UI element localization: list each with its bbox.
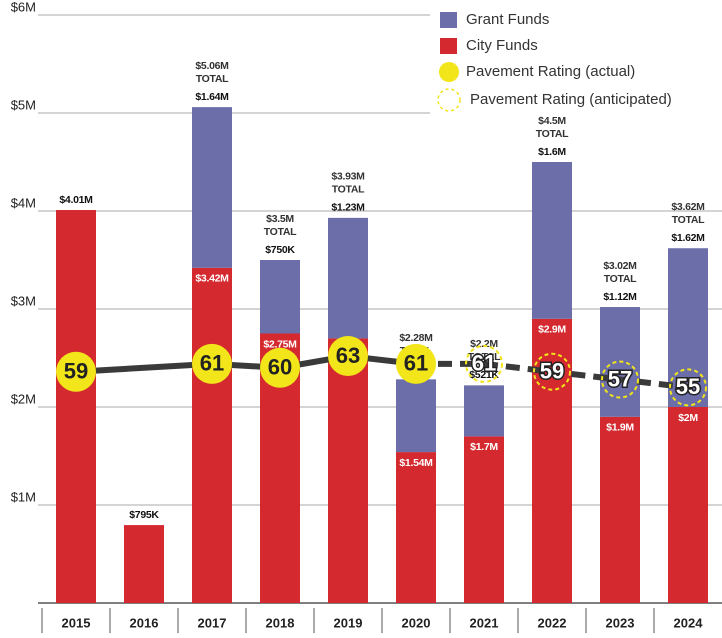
rating-marker-anticipated bbox=[465, 344, 503, 383]
grant-value-label: $1.23M bbox=[331, 202, 365, 214]
city-bar bbox=[124, 525, 164, 603]
legend-swatch bbox=[437, 88, 461, 112]
grant-bar bbox=[192, 107, 232, 268]
y-tick-label: $2M bbox=[11, 391, 36, 406]
total-caption: TOTAL bbox=[536, 128, 569, 140]
x-tick-label: 2024 bbox=[674, 615, 704, 630]
total-caption: TOTAL bbox=[264, 226, 297, 238]
x-tick-label: 2017 bbox=[198, 615, 227, 630]
city-value-label: $2.9M bbox=[538, 324, 566, 336]
total-label: $5.06M bbox=[195, 60, 229, 72]
grant-value-label: $1.64M bbox=[195, 91, 229, 103]
rating-marker-actual bbox=[328, 336, 368, 377]
rating-label: 55 bbox=[676, 374, 700, 399]
city-value-label: $795K bbox=[129, 509, 159, 521]
grant-bar bbox=[396, 379, 436, 453]
total-caption: TOTAL bbox=[672, 214, 705, 226]
city-value-label: $2.75M bbox=[263, 338, 297, 350]
city-value-label: $3.42M bbox=[195, 273, 229, 285]
city-bar bbox=[532, 318, 572, 603]
grant-value-label: $1.6M bbox=[538, 146, 566, 158]
total-label: $2.28M bbox=[399, 332, 433, 344]
city-bar bbox=[600, 416, 640, 603]
rating-label: 59 bbox=[540, 359, 564, 384]
x-tick-label: 2015 bbox=[62, 615, 91, 630]
legend-swatch bbox=[439, 62, 459, 82]
x-tick-label: 2016 bbox=[130, 615, 159, 630]
rating-label: 57 bbox=[608, 366, 632, 391]
y-tick-label: $3M bbox=[11, 293, 36, 308]
total-label: $3.93M bbox=[331, 171, 365, 183]
grant-value-label: $521K bbox=[469, 369, 499, 381]
city-bar bbox=[328, 338, 368, 603]
grant-bar bbox=[464, 385, 504, 437]
grant-bar bbox=[532, 162, 572, 319]
legend-label: Pavement Rating (actual) bbox=[466, 63, 635, 80]
rating-label: 61 bbox=[472, 351, 496, 376]
total-caption: TOTAL bbox=[196, 73, 229, 85]
x-tick-label: 2018 bbox=[266, 615, 295, 630]
rating-marker-actual bbox=[192, 343, 232, 384]
total-label: $3.62M bbox=[671, 201, 705, 213]
rating-marker-anticipated bbox=[601, 360, 639, 399]
total-caption: TOTAL bbox=[332, 184, 365, 196]
city-value-label: $2M bbox=[678, 412, 698, 424]
rating-label: 61 bbox=[404, 351, 428, 376]
rating-marker-anticipated bbox=[533, 352, 571, 391]
legend-swatch bbox=[440, 38, 457, 54]
city-bar bbox=[396, 452, 436, 603]
grant-bar bbox=[328, 217, 368, 339]
grant-value-label: $1.62M bbox=[671, 232, 705, 244]
x-tick-label: 2021 bbox=[470, 615, 499, 630]
grant-value-label: $750K bbox=[265, 244, 295, 256]
city-bar bbox=[464, 436, 504, 603]
rating-marker-anticipated bbox=[669, 368, 707, 407]
total-caption: TOTAL bbox=[604, 273, 637, 285]
city-bar bbox=[56, 210, 96, 603]
city-value-label: $1.9M bbox=[606, 422, 634, 434]
city-value-label: $4.01M bbox=[59, 194, 93, 206]
legend-label: Pavement Rating (anticipated) bbox=[470, 91, 672, 108]
legend-label: Grant Funds bbox=[466, 11, 549, 28]
y-tick-label: $6M bbox=[11, 0, 36, 14]
rating-label: 63 bbox=[336, 343, 360, 368]
rating-line-anticipated bbox=[483, 360, 689, 391]
y-tick-label: $1M bbox=[11, 489, 36, 504]
rating-label: 60 bbox=[268, 355, 292, 380]
city-value-label: $1.7M bbox=[470, 441, 498, 453]
x-tick-label: 2023 bbox=[606, 615, 635, 630]
legend-label: City Funds bbox=[466, 37, 538, 54]
rating-marker-actual bbox=[396, 343, 436, 384]
total-label: $3.02M bbox=[603, 260, 637, 272]
grant-bar bbox=[260, 260, 300, 334]
city-value-label: $1.54M bbox=[399, 457, 433, 469]
x-tick-label: 2019 bbox=[334, 615, 363, 630]
legend-swatch bbox=[440, 12, 457, 28]
grant-bar bbox=[668, 248, 708, 407]
y-tick-label: $5M bbox=[11, 97, 36, 112]
y-tick-label: $4M bbox=[11, 195, 36, 210]
total-label: $3.5M bbox=[266, 213, 294, 225]
legend-bg bbox=[430, 2, 722, 114]
rating-marker-actual bbox=[260, 347, 300, 388]
rating-label: 59 bbox=[64, 359, 88, 384]
city-bar bbox=[192, 267, 232, 603]
city-bar bbox=[668, 407, 708, 603]
total-label: $4.5M bbox=[538, 115, 566, 127]
total-caption: TOTAL bbox=[468, 351, 501, 363]
x-tick-label: 2022 bbox=[538, 615, 567, 630]
grant-value-label: $1.12M bbox=[603, 291, 637, 303]
x-tick-label: 2020 bbox=[402, 615, 431, 630]
rating-marker-actual bbox=[56, 351, 96, 392]
rating-label: 61 bbox=[200, 351, 224, 376]
